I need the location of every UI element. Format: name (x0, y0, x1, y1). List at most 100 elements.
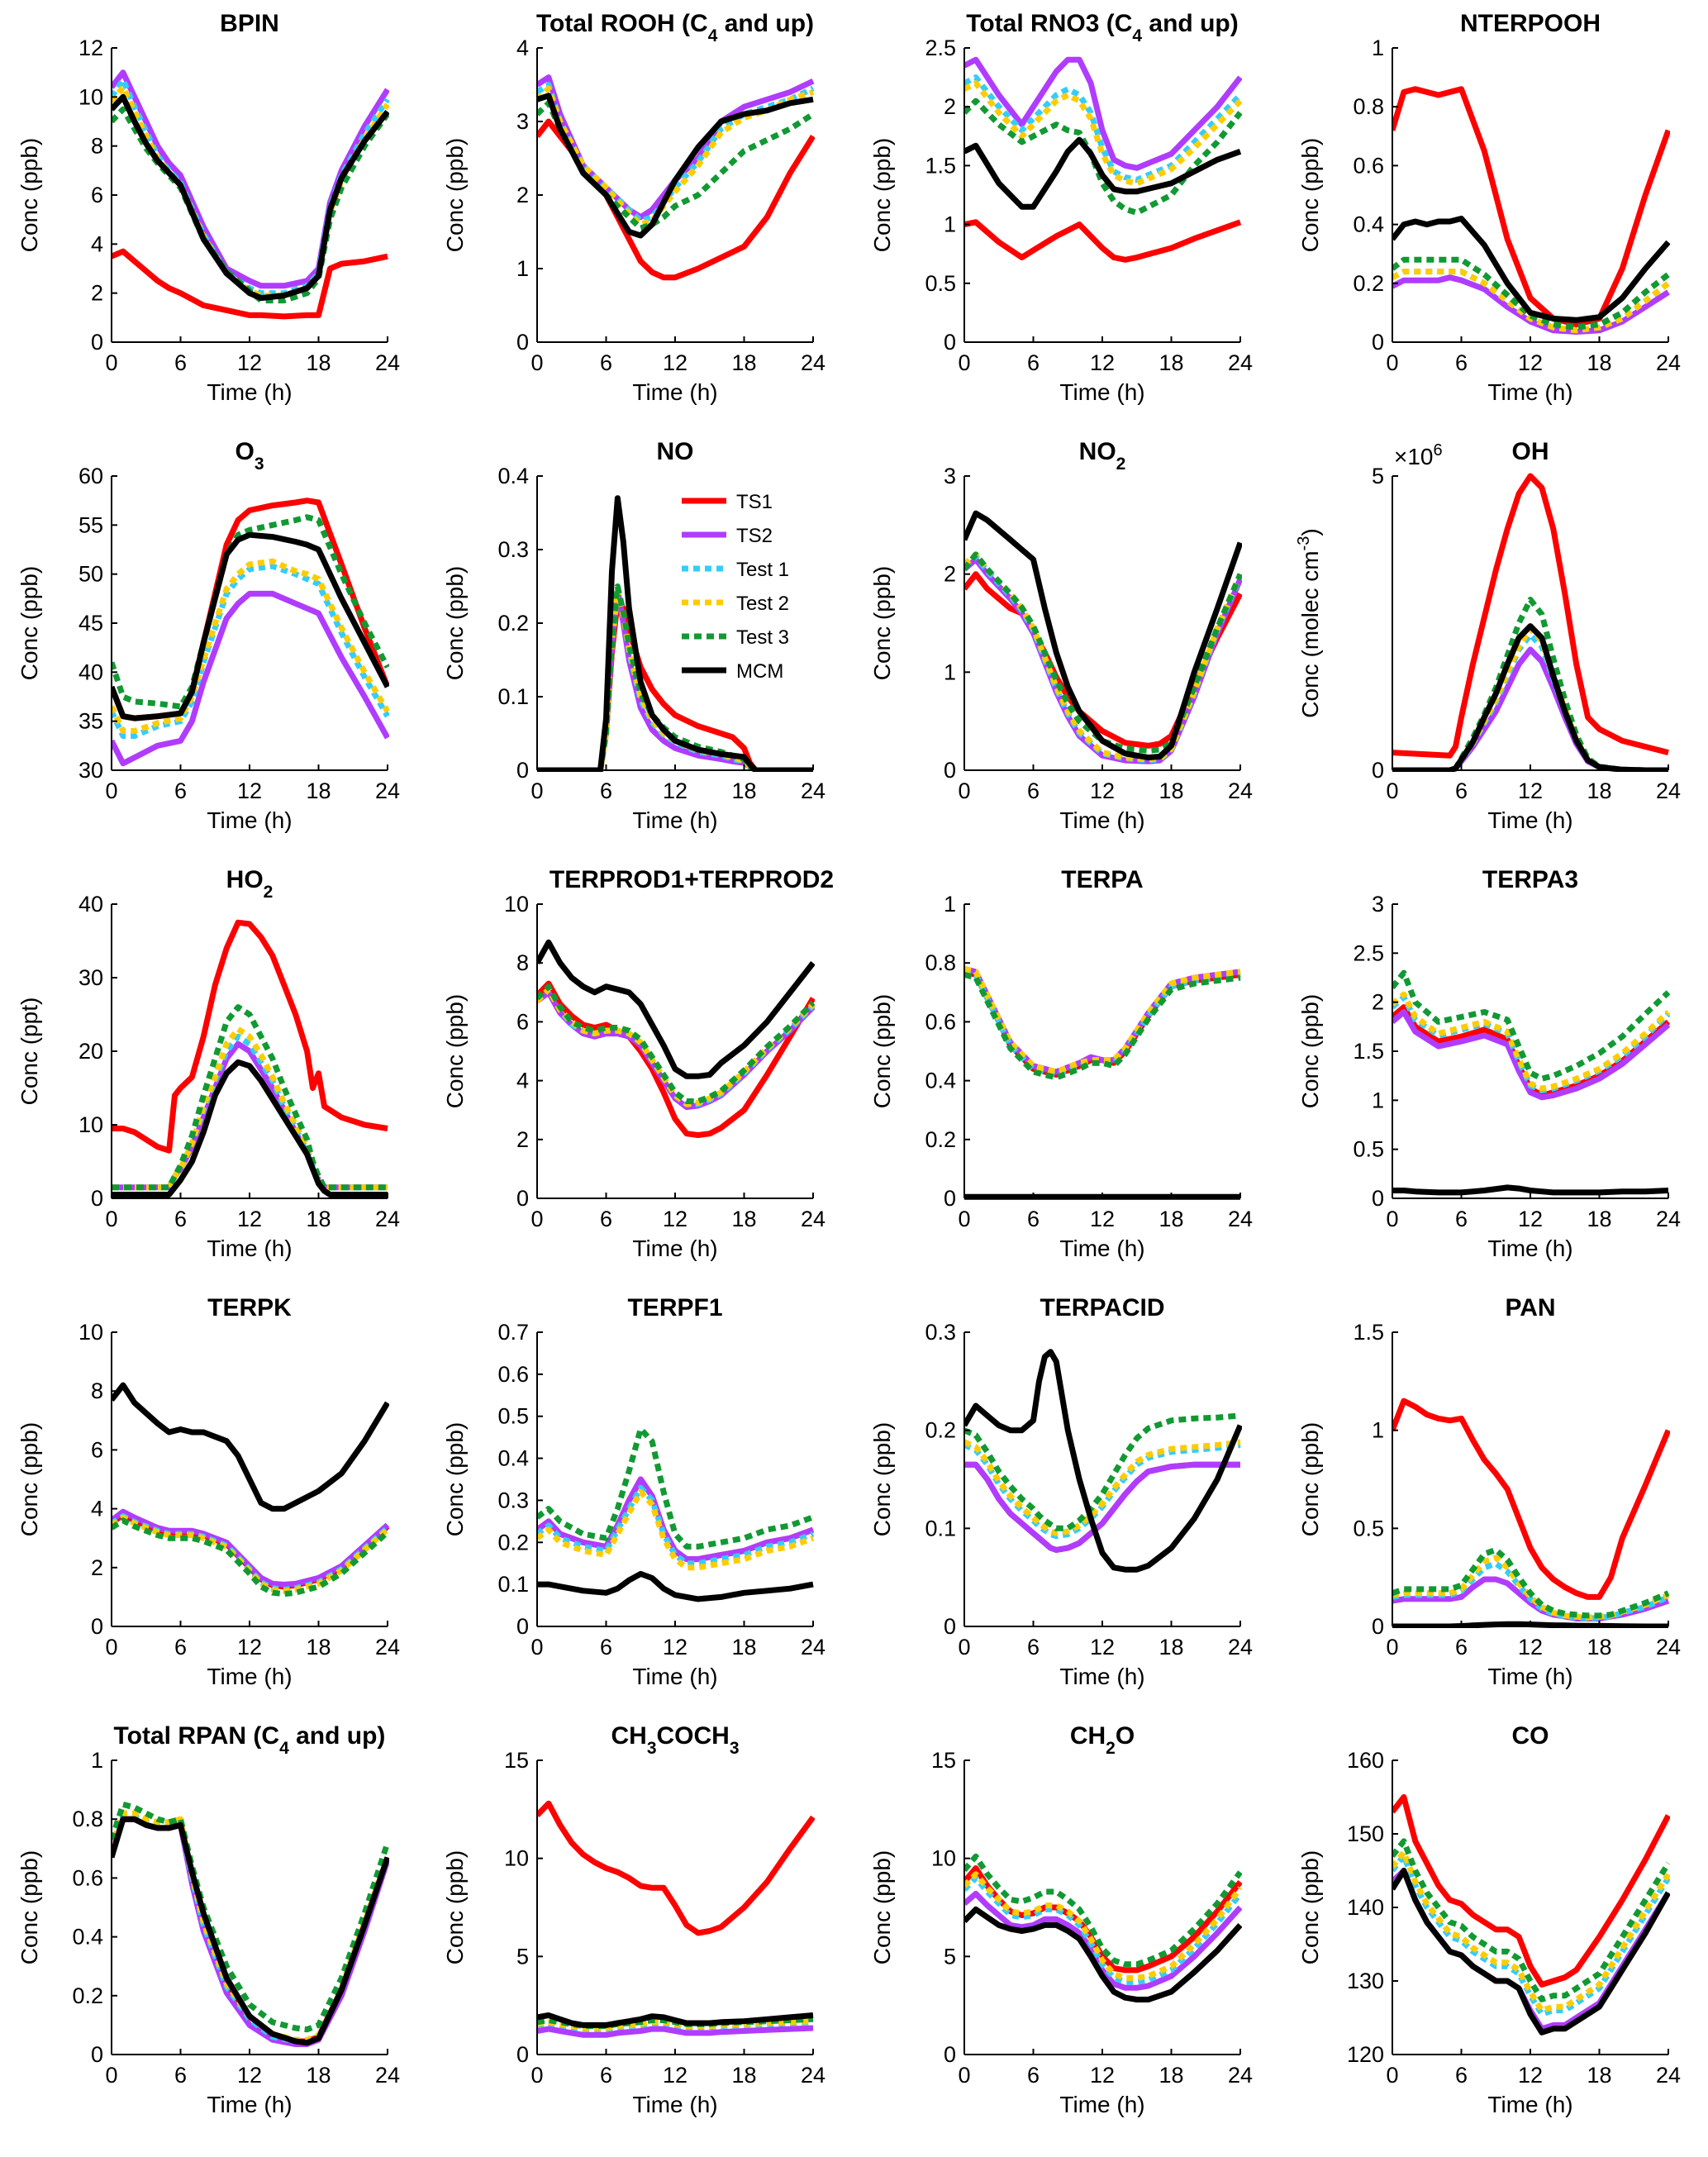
x-axis-label: Time (h) (632, 1236, 717, 1261)
y-tick-label: 5 (1372, 464, 1384, 488)
y-tick-label: 0 (944, 2042, 956, 2067)
y-tick-label: 1 (1372, 36, 1384, 60)
series-test-1 (537, 1484, 815, 1567)
series-ts2 (537, 989, 815, 1111)
x-tick-label: 0 (530, 1635, 543, 1659)
x-axis-label: Time (h) (1059, 2092, 1144, 2117)
legend-label: Test 1 (736, 559, 789, 581)
series-test-1 (1392, 631, 1668, 772)
series-mcm (537, 939, 815, 1079)
subplot-9: 0 6 12 18 24 0 10 20 30 40 HO2 Time (h) Conc (ppt) (17, 866, 400, 1261)
series-ts2 (1392, 1009, 1670, 1101)
series-test-2 (537, 1488, 815, 1571)
subplot-11: 0 6 12 18 24 0 0.2 0.4 0.6 0.8 1 TERPA Time (h) Conc … (869, 866, 1253, 1261)
series-group (964, 56, 1242, 263)
series-group (537, 1426, 815, 1602)
y-tick-label: 2 (944, 94, 956, 119)
series-test-1 (112, 1033, 388, 1191)
y-tick-label: 0 (91, 1614, 103, 1639)
y-tick-label: 120 (1347, 2042, 1384, 2067)
y-tick-label: 10 (504, 892, 529, 917)
series-mcm (1392, 1184, 1669, 1196)
series-ts2 (537, 74, 815, 221)
x-tick-label: 24 (1228, 779, 1253, 803)
subplot-title: NO2 (1079, 438, 1126, 474)
series-test-3 (112, 1004, 388, 1191)
series-test-3 (964, 1412, 1241, 1531)
y-tick-label: 0 (516, 1614, 529, 1639)
y-tick-label: 0.4 (72, 1925, 103, 1950)
y-tick-label: 8 (516, 950, 529, 975)
y-tick-label: 0.1 (497, 684, 529, 709)
x-tick-label: 0 (105, 1635, 117, 1659)
subplot-title: TERPROD1+TERPROD2 (550, 866, 834, 893)
subplot-8: 0 6 12 18 24 0 5 OH Time (h) Conc (molec cm-3) ×10… (1295, 438, 1681, 833)
y-tick-label: 130 (1347, 1969, 1384, 1993)
y-tick-label: 0.3 (497, 537, 529, 562)
y-tick-label: 0.2 (925, 1418, 956, 1443)
y-axis-label: Conc (ppb) (17, 1422, 42, 1537)
y-tick-label: 50 (79, 562, 103, 587)
x-tick-label: 12 (1518, 1207, 1543, 1231)
legend-label: Test 2 (736, 593, 789, 615)
legend-label: MCM (736, 660, 783, 683)
x-tick-label: 6 (1027, 2063, 1040, 2088)
subplot-title: OH (1512, 438, 1549, 465)
x-tick-label: 18 (306, 1635, 331, 1659)
series-mcm (112, 93, 389, 302)
series-test-3 (112, 514, 389, 710)
y-tick-label: 3 (516, 109, 529, 134)
series-ts1 (964, 219, 1242, 263)
series-mcm (964, 1906, 1242, 2002)
x-axis-label: Time (h) (632, 379, 717, 405)
series-ts1 (537, 118, 815, 281)
y-exponent-label: ×106 (1394, 441, 1443, 469)
x-tick-label: 12 (1090, 1635, 1115, 1659)
y-tick-label: 4 (91, 231, 103, 256)
y-tick-label: 1 (944, 659, 956, 684)
y-tick-label: 0 (1372, 1186, 1384, 1211)
subplot-5: 0 6 12 18 24 30 35 40 45 50 55 60 O3 Time (h) Conc (pp… (17, 438, 400, 833)
series-test-2 (112, 1026, 388, 1191)
y-tick-label: 0 (91, 2042, 103, 2067)
series-group (1392, 1398, 1670, 1628)
series-ts2 (1392, 274, 1670, 335)
subplot-title: TERPK (207, 1294, 292, 1321)
y-axis-label: Conc (ppb) (442, 1850, 468, 1965)
y-axis-label: Conc (ppb) (1297, 994, 1323, 1109)
y-tick-label: 4 (516, 36, 529, 60)
x-tick-label: 0 (1386, 350, 1398, 375)
x-tick-label: 18 (1158, 779, 1183, 803)
y-tick-label: 8 (91, 134, 103, 159)
series-group (537, 74, 815, 281)
y-axis-label: Conc (ppb) (869, 138, 895, 253)
x-tick-label: 6 (1027, 779, 1040, 803)
series-mcm (1392, 1868, 1670, 2036)
series-mcm (964, 136, 1242, 210)
x-tick-label: 6 (600, 350, 612, 375)
y-tick-label: 3 (1372, 892, 1384, 917)
x-tick-label: 24 (375, 779, 400, 803)
x-tick-label: 0 (958, 779, 970, 803)
y-tick-label: 0.5 (1353, 1516, 1384, 1540)
series-mcm (112, 1816, 389, 2046)
series-test-3 (112, 1801, 389, 2033)
x-tick-label: 6 (1027, 1635, 1040, 1659)
series-test-3 (537, 983, 815, 1104)
x-tick-label: 6 (1455, 350, 1468, 375)
x-tick-label: 24 (375, 350, 400, 375)
x-tick-label: 12 (1090, 779, 1115, 803)
x-tick-label: 6 (600, 779, 612, 803)
x-axis-label: Time (h) (1487, 1664, 1572, 1689)
x-tick-label: 6 (1455, 1207, 1468, 1231)
y-tick-label: 1 (944, 892, 956, 917)
subplot-title: TERPF1 (627, 1294, 722, 1321)
y-tick-label: 0.5 (1353, 1137, 1384, 1162)
x-tick-label: 18 (731, 779, 756, 803)
y-tick-label: 2.5 (925, 36, 956, 60)
x-axis-label: Time (h) (207, 1236, 292, 1261)
subplot-18: 0 6 12 18 24 0 5 10 15 CH3COCH3 Time (h) Conc (ppb) (442, 1722, 825, 2117)
series-test-2 (1392, 1849, 1670, 2014)
x-tick-label: 24 (1228, 1207, 1253, 1231)
